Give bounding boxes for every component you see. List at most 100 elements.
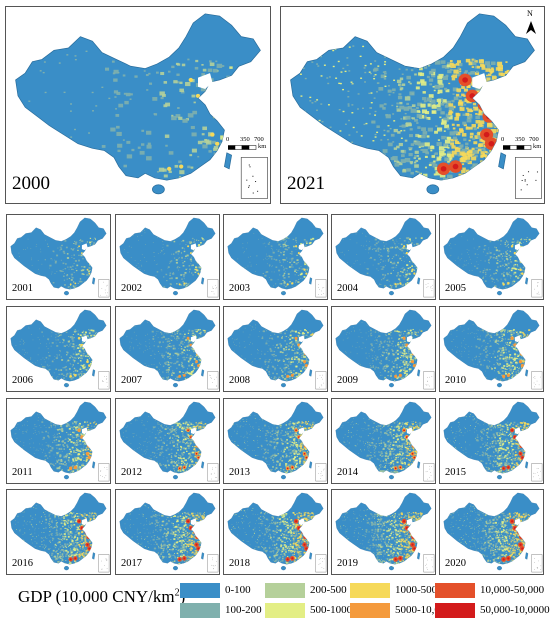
map-panel-2019: 2019	[331, 489, 436, 575]
map-panel-2000: 2000 0 350 700 km	[5, 6, 271, 204]
south-china-sea-inset	[207, 463, 219, 482]
china-landmass	[290, 13, 535, 195]
scale-bar	[228, 145, 257, 150]
south-china-sea-inset	[315, 279, 327, 298]
south-china-sea-inset	[207, 554, 219, 573]
china-gdp-map	[335, 401, 435, 482]
map-panel-2008: 2008	[223, 306, 328, 392]
year-label: 2004	[337, 282, 358, 294]
map-panel-2010: 2010	[439, 306, 544, 392]
legend-swatch	[265, 603, 305, 618]
year-label: 2010	[445, 374, 466, 386]
map-panel-2009: 2009	[331, 306, 436, 392]
year-label: 2018	[229, 557, 250, 569]
year-label: 2000	[12, 173, 50, 194]
bohai-sea	[472, 73, 487, 90]
map-panel-2016: 2016	[6, 489, 111, 575]
south-china-sea-inset	[423, 279, 435, 298]
year-label: 2005	[445, 282, 466, 294]
scale-tick-label: 700	[529, 136, 539, 143]
china-gdp-map	[227, 492, 327, 573]
china-landmass	[335, 309, 432, 388]
year-label: 2013	[229, 466, 250, 478]
year-label: 2017	[121, 557, 142, 569]
legend-swatch	[180, 603, 220, 618]
bohai-sea	[298, 335, 305, 343]
map-panel-2002: 2002	[115, 214, 220, 300]
south-china-sea-inset	[315, 371, 327, 390]
year-label: 2014	[337, 466, 358, 478]
bohai-sea	[81, 427, 88, 435]
legend-title: GDP (10,000 CNY/km2)	[18, 587, 185, 606]
map-panel-2003: 2003	[223, 214, 328, 300]
china-gdp-map	[15, 13, 268, 199]
north-arrow-icon	[526, 21, 536, 34]
south-china-sea-inset	[423, 554, 435, 573]
bohai-sea	[198, 73, 213, 90]
legend-label: 10,000-50,000	[480, 584, 545, 596]
legend-label: 1000-5000	[395, 584, 443, 596]
china-gdp-map	[10, 217, 110, 298]
south-china-sea-inset	[98, 554, 110, 573]
china-landmass	[15, 13, 261, 195]
map-panel-2015: 2015	[439, 398, 544, 484]
north-arrow-label: N	[527, 9, 533, 18]
legend-swatch	[180, 583, 220, 598]
china-gdp-map	[227, 401, 327, 482]
scale-unit: km	[533, 143, 542, 150]
year-label: 2003	[229, 282, 250, 294]
china-gdp-map	[227, 309, 327, 390]
south-china-sea-inset	[98, 463, 110, 482]
china-landmass	[10, 309, 107, 388]
china-gdp-map	[443, 401, 543, 482]
china-landmass	[10, 217, 107, 296]
year-label: 2016	[12, 557, 33, 569]
bohai-sea	[298, 518, 305, 526]
year-label: 2020	[445, 557, 466, 569]
south-china-sea-inset	[315, 554, 327, 573]
china-gdp-map	[335, 309, 435, 390]
scale-bar	[503, 145, 532, 150]
scale-tick-label: 700	[254, 136, 264, 143]
bohai-sea	[406, 518, 413, 526]
year-label: 2008	[229, 374, 250, 386]
year-label: 2015	[445, 466, 466, 478]
legend-swatch	[350, 603, 390, 618]
bohai-sea	[406, 243, 413, 251]
china-gdp-map	[10, 401, 110, 482]
china-gdp-map	[290, 13, 542, 199]
china-landmass	[10, 492, 107, 571]
map-panel-2012: 2012	[115, 398, 220, 484]
map-panel-2017: 2017	[115, 489, 220, 575]
china-gdp-map	[227, 217, 327, 298]
year-label: 2021	[287, 173, 325, 194]
year-label: 2006	[12, 374, 33, 386]
bohai-sea	[514, 335, 521, 343]
legend-swatch	[435, 583, 475, 598]
legend-label: 500-1000	[310, 604, 353, 616]
bohai-sea	[514, 243, 521, 251]
map-panel-2013: 2013	[223, 398, 328, 484]
year-label: 2012	[121, 466, 142, 478]
south-china-sea-inset	[531, 463, 543, 482]
china-gdp-map	[119, 492, 219, 573]
china-gdp-map	[10, 492, 110, 573]
legend-label: 200-500	[310, 584, 347, 596]
map-panel-2021: 2021 N 0 350 700 km	[280, 6, 545, 204]
map-panel-2020: 2020	[439, 489, 544, 575]
south-china-sea-inset	[423, 463, 435, 482]
bohai-sea	[298, 243, 305, 251]
map-panel-2014: 2014	[331, 398, 436, 484]
year-label: 2009	[337, 374, 358, 386]
legend-label: 100-200	[225, 604, 262, 616]
south-china-sea-inset	[315, 463, 327, 482]
map-panel-2001: 2001	[6, 214, 111, 300]
south-china-sea-inset	[240, 157, 268, 199]
south-china-sea-inset	[531, 279, 543, 298]
map-panel-2006: 2006	[6, 306, 111, 392]
south-china-sea-inset	[423, 371, 435, 390]
scale-tick-label: 350	[515, 136, 525, 143]
map-panel-2007: 2007	[115, 306, 220, 392]
bohai-sea	[81, 518, 88, 526]
scale-tick-label: 350	[240, 136, 250, 143]
